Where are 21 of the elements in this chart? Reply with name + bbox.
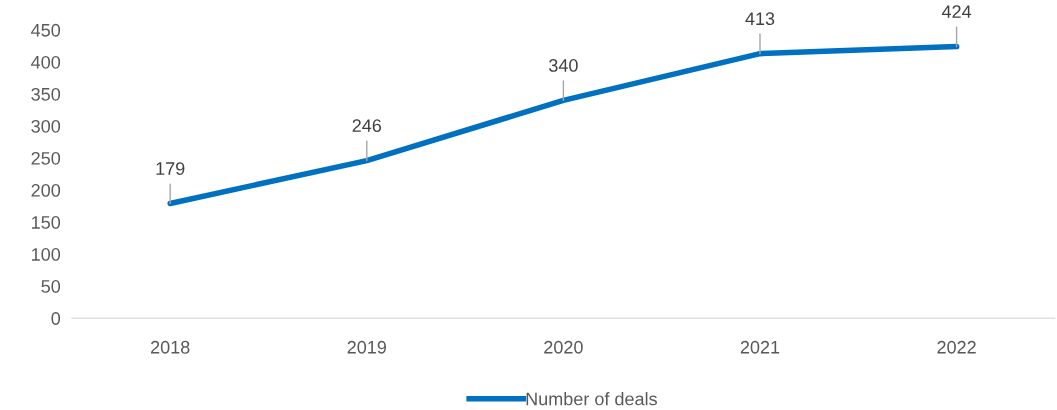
y-tick-label: 300 xyxy=(31,119,61,133)
y-tick-label: 150 xyxy=(32,216,61,229)
data-label: 413 xyxy=(745,12,775,26)
x-tick-label: 2021 xyxy=(740,340,780,354)
y-tick-label: 50 xyxy=(41,280,61,293)
x-tick-label: 2018 xyxy=(151,340,190,354)
data-label: 179 xyxy=(156,162,185,175)
data-label: 246 xyxy=(352,119,382,133)
y-tick-label: 0 xyxy=(51,312,61,325)
y-tick-label: 250 xyxy=(31,151,61,165)
x-tick-label: 2020 xyxy=(544,340,583,354)
legend-label: Number of deals xyxy=(526,392,657,406)
y-tick-label: 100 xyxy=(32,248,61,261)
y-tick-label: 400 xyxy=(31,55,61,69)
y-tick-label: 200 xyxy=(31,183,61,197)
x-tick-label: 2019 xyxy=(347,340,387,354)
data-label: 424 xyxy=(941,5,972,18)
y-tick-label: 450 xyxy=(31,23,61,37)
y-tick-label: 350 xyxy=(31,87,61,101)
data-label: 340 xyxy=(549,59,578,72)
x-tick-label: 2022 xyxy=(937,340,976,354)
